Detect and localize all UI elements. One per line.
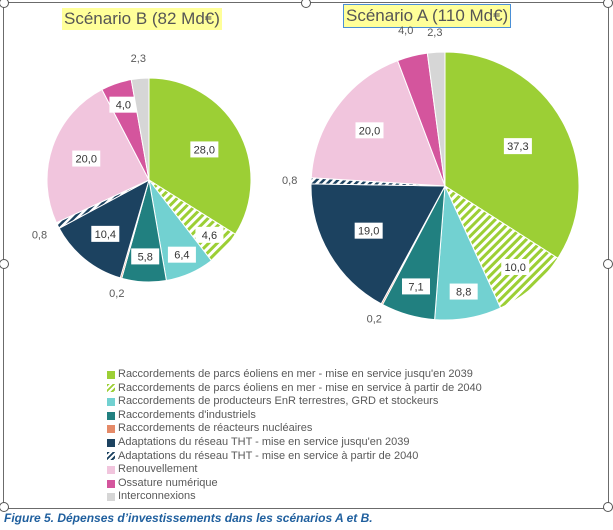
- legend-swatch: [107, 465, 115, 474]
- pie-b-data-label: 6,4: [174, 250, 189, 262]
- legend-label: Renouvellement: [118, 463, 198, 476]
- pie-b-data-label: 2,3: [131, 53, 146, 65]
- pie-b-data-label: 28,0: [194, 144, 215, 156]
- legend-label: Interconnexions: [118, 490, 196, 503]
- pie-b-data-label: 0,8: [32, 230, 47, 242]
- data-label-box: [355, 122, 384, 139]
- data-label-box: [354, 222, 383, 239]
- data-label-box: [190, 141, 219, 158]
- pie-a-data-label: 2,3: [427, 27, 442, 39]
- legend-swatch: [107, 411, 115, 420]
- data-label-box: [72, 150, 101, 167]
- legend-label: Raccordements de réacteurs nucléaires: [118, 422, 313, 435]
- pie-a-slice-5: [310, 183, 446, 305]
- pie-a-data-label: 20,0: [359, 125, 380, 137]
- legend-swatch: [107, 425, 115, 434]
- legend-swatch: [107, 370, 115, 379]
- resize-handle[interactable]: [301, 0, 311, 8]
- pie-a-data-label: 8,8: [456, 287, 471, 299]
- resize-handle[interactable]: [0, 502, 9, 512]
- pie-b-data-label: 4,0: [116, 100, 131, 112]
- data-label-box: [195, 226, 224, 243]
- data-label-box: [501, 258, 530, 275]
- pie-b-data-label: 10,4: [95, 229, 116, 241]
- pie-b-data-label: 4,6: [202, 230, 217, 242]
- legend-swatch: [107, 384, 115, 393]
- pie-b-data-label: 5,8: [138, 251, 153, 263]
- legend-item: Raccordements de parcs éoliens en mer - …: [107, 382, 482, 396]
- legend-item: Raccordements d'industriels: [107, 409, 482, 423]
- legend-label: Raccordements de parcs éoliens en mer - …: [118, 368, 473, 380]
- legend-item: Adaptations du réseau THT - mise en serv…: [107, 436, 482, 450]
- legend-label: Raccordements de producteurs EnR terrest…: [118, 395, 439, 408]
- legend-item: Interconnexions: [107, 490, 482, 504]
- resize-handle[interactable]: [0, 259, 9, 269]
- data-label-box: [401, 278, 430, 295]
- pie-a-data-label: 19,0: [358, 226, 379, 238]
- legend-swatch: [107, 397, 115, 406]
- legend-item: Raccordements de réacteurs nucléaires: [107, 422, 482, 436]
- chart-title-b: Scénario B (82 Md€): [62, 8, 222, 30]
- pie-a-data-label: 0,2: [367, 313, 382, 325]
- data-label-box: [91, 225, 120, 242]
- resize-handle[interactable]: [0, 0, 9, 8]
- legend-item: Adaptations du réseau THT - mise en serv…: [107, 450, 482, 464]
- legend-swatch: [107, 479, 115, 488]
- pie-a-data-label: 10,0: [505, 262, 526, 274]
- data-label-box: [109, 96, 138, 113]
- legend-item: Raccordements de parcs éoliens en mer - …: [107, 368, 482, 382]
- legend-item: Renouvellement: [107, 463, 482, 477]
- pie-a-data-label: 0,8: [282, 175, 297, 187]
- data-label-box: [503, 138, 532, 155]
- figure-caption: Figure 5. Dépenses d’investissements dan…: [4, 511, 373, 525]
- data-label-box: [131, 248, 160, 265]
- pie-a-data-label: 37,3: [507, 141, 528, 153]
- pie-b-slice-9: [130, 77, 150, 181]
- pie-charts: 28,0 4,6 6,4 5,8 0,2 10,4 0,8 20,0 4,0 2,3 37,3 10,…: [32, 25, 580, 325]
- data-label-box: [167, 246, 196, 263]
- legend-swatch: [107, 452, 115, 461]
- pie-a-data-label: 4,0: [398, 25, 413, 37]
- legend-label: Raccordements de parcs éoliens en mer - …: [118, 381, 482, 394]
- legend: Raccordements de parcs éoliens en mer - …: [107, 368, 482, 504]
- pie-a-slice-0: [444, 51, 580, 259]
- pie-a-slice-9: [426, 51, 446, 187]
- pie-b-data-label: 0,2: [109, 288, 124, 300]
- data-label-box: [449, 283, 478, 300]
- legend-swatch: [107, 493, 115, 502]
- resize-handle[interactable]: [603, 502, 613, 512]
- legend-label: Ossature numérique: [118, 476, 218, 489]
- legend-label: Raccordements d'industriels: [118, 408, 256, 421]
- chart-title-a: Scénario A (110 Md€): [343, 4, 512, 28]
- pie-a-data-label: 7,1: [408, 281, 423, 293]
- legend-item: Raccordements de producteurs EnR terrest…: [107, 395, 482, 409]
- pie-b-data-label: 20,0: [76, 154, 97, 166]
- legend-swatch: [107, 438, 115, 447]
- legend-label: Adaptations du réseau THT - mise en serv…: [118, 449, 419, 462]
- legend-label: Adaptations du réseau THT - mise en serv…: [118, 435, 410, 448]
- legend-item: Ossature numérique: [107, 477, 482, 491]
